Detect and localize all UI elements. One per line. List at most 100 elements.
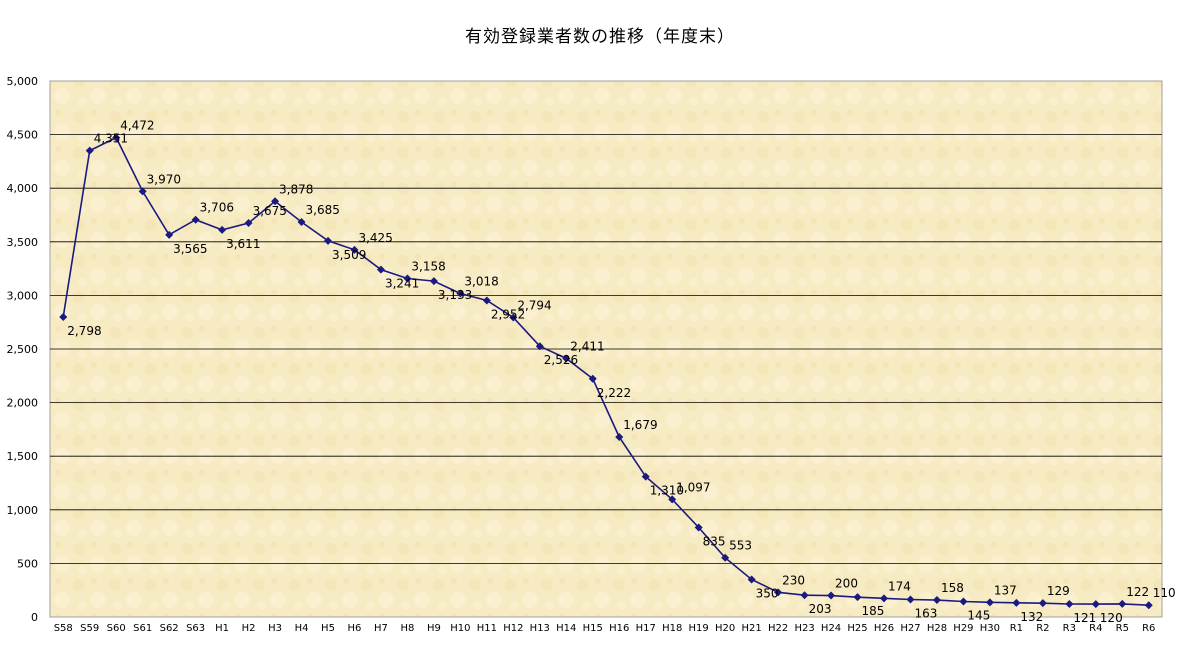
data-label: 145	[967, 608, 990, 622]
data-point	[1144, 601, 1153, 610]
data-label: 3,675	[253, 204, 287, 218]
data-point	[509, 313, 518, 322]
data-point	[271, 197, 280, 206]
data-label: 3,685	[306, 203, 340, 217]
x-tick-label: H21	[741, 623, 761, 634]
data-label: 2,952	[491, 308, 525, 322]
y-tick-label: 4,000	[7, 182, 39, 195]
data-label: 132	[1020, 610, 1043, 624]
data-label: 2,798	[67, 324, 101, 338]
data-label: 2,222	[597, 386, 631, 400]
data-point	[959, 597, 968, 606]
data-point	[456, 289, 465, 298]
data-point	[59, 313, 68, 322]
x-tick-label: R6	[1142, 623, 1155, 634]
data-point	[800, 591, 809, 600]
x-tick-label: H6	[348, 623, 362, 634]
x-tick-label: H20	[715, 623, 735, 634]
data-point	[880, 594, 888, 603]
x-tick-label: H24	[821, 623, 841, 634]
x-tick-label: H11	[477, 623, 497, 634]
x-tick-label: H25	[847, 623, 867, 634]
data-label: 4,472	[120, 119, 154, 133]
y-tick-label: 2,500	[7, 343, 39, 356]
data-point	[641, 472, 650, 481]
x-axis: S58 S59 S60 S61 S62 S63 H1 H2 H3 H4 H5 H6 H7 H8 H9 H10 H…	[54, 623, 1156, 634]
data-point	[827, 591, 836, 600]
data-label: 3,878	[279, 182, 313, 196]
data-point	[191, 215, 200, 224]
series-line	[62, 136, 1149, 606]
data-label: 163	[914, 607, 937, 621]
x-tick-label: R3	[1063, 623, 1076, 634]
x-tick-label: H26	[874, 623, 894, 634]
y-tick-label: 4,500	[7, 129, 39, 142]
x-tick-label: H19	[689, 623, 709, 634]
x-tick-label: H12	[503, 623, 523, 634]
data-point	[1091, 600, 1100, 609]
data-point	[482, 296, 491, 305]
data-point	[694, 523, 703, 532]
data-point	[1065, 600, 1074, 609]
x-tick-label: H23	[794, 623, 814, 634]
data-label: 1,679	[623, 418, 657, 432]
y-tick-label: 3,500	[7, 236, 39, 249]
x-tick-label: H9	[427, 623, 441, 634]
data-label: 3,706	[200, 201, 234, 215]
chart-title: 有効登録業者数の推移（年度末）	[465, 27, 735, 47]
x-tick-label: H5	[321, 623, 335, 634]
y-tick-label: 500	[17, 557, 38, 570]
x-tick-label: S62	[160, 623, 179, 634]
data-point	[376, 265, 385, 274]
data-point	[562, 354, 571, 363]
data-label: 2,411	[570, 340, 604, 354]
data-point	[138, 187, 147, 196]
data-point	[429, 277, 438, 286]
x-tick-label: R4	[1089, 623, 1102, 634]
x-tick-label: S61	[133, 623, 152, 634]
data-point	[244, 219, 253, 228]
x-tick-label: H28	[927, 623, 947, 634]
x-tick-label: H4	[295, 623, 309, 634]
data-point	[985, 598, 994, 607]
data-label: 3,611	[226, 237, 260, 251]
x-tick-label: H16	[609, 623, 629, 634]
x-tick-label: H13	[530, 623, 550, 634]
data-label: 3,158	[411, 259, 445, 273]
x-tick-label: R2	[1036, 623, 1049, 634]
x-tick-label: H3	[268, 623, 282, 634]
data-label: 1,097	[676, 480, 710, 494]
data-point	[668, 495, 677, 504]
data-label: 553	[729, 539, 752, 553]
data-point	[1012, 598, 1021, 607]
x-tick-label: R1	[1010, 623, 1023, 634]
data-label: 120	[1100, 611, 1123, 625]
data-point	[324, 236, 332, 245]
x-tick-label: R5	[1116, 623, 1129, 634]
data-label: 3,018	[464, 274, 498, 288]
x-tick-label: H15	[583, 623, 603, 634]
data-label: 203	[809, 602, 832, 616]
data-label: 3,970	[147, 172, 181, 186]
data-point	[403, 274, 412, 283]
y-axis: 0 500 1,000 1,500 2,000 2,500 3,000 3,500 4,000 4…	[7, 75, 39, 624]
data-point	[906, 595, 915, 604]
data-label: 174	[888, 579, 911, 593]
data-point	[615, 433, 624, 442]
data-point	[588, 374, 597, 383]
data-point	[1038, 599, 1047, 608]
y-tick-label: 0	[31, 611, 38, 624]
y-tick-label: 1,000	[7, 504, 39, 517]
x-tick-label: H22	[768, 623, 788, 634]
x-tick-label: H7	[374, 623, 388, 634]
x-tick-label: S63	[186, 623, 205, 634]
x-tick-label: H2	[242, 623, 256, 634]
x-tick-label: H8	[400, 623, 414, 634]
data-label: 122	[1126, 585, 1149, 599]
y-tick-label: 3,000	[7, 289, 39, 302]
data-label: 230	[782, 573, 805, 587]
y-tick-label: 1,500	[7, 450, 39, 463]
data-point	[932, 596, 941, 605]
